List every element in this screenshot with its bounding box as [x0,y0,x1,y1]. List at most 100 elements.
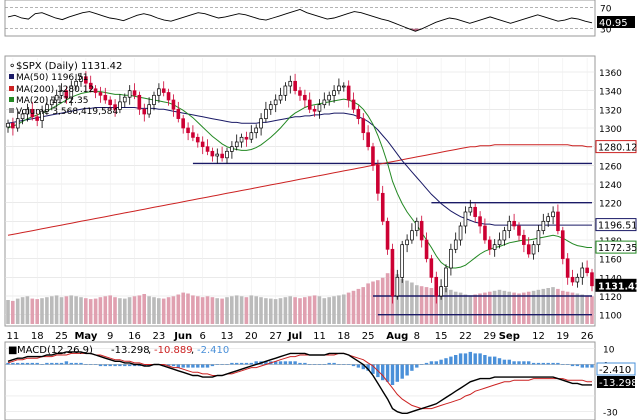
candle-body [181,118,185,129]
macd-hist-bar [570,364,575,367]
candle-body [507,220,512,231]
macd-hist-bar [424,362,429,365]
volume-bar [191,295,195,324]
candle [278,87,283,104]
macd-hist-bar [84,364,88,365]
candle-body [30,108,35,118]
candle [79,72,83,87]
macd-hist-bar [191,364,195,368]
volume-bar [429,288,434,324]
candle [463,206,468,234]
candle-body [54,94,59,101]
candle-body [526,244,531,255]
volume-bar [161,298,166,324]
candle-body [439,286,443,297]
candle [176,101,181,123]
candle-body [200,141,205,148]
candle [575,273,580,288]
macd-hist-bar [166,364,171,367]
volume-bar [517,293,521,324]
candle [541,213,546,235]
candle-body [405,239,409,246]
volume-bar [259,297,263,324]
rsi-tick-label: 30 [600,26,612,36]
volume-bar [463,294,468,324]
macd-hist-badge-label: -2.410 [599,365,631,376]
macd-hist-bar [132,364,137,367]
candle [507,215,512,239]
price-panel: 1100112011401160118012001220124012601280… [4,55,640,327]
candle-body [288,80,293,87]
volume-bar [20,297,25,324]
price-tick-label: 1360 [599,69,622,79]
x-tick-label: Aug [386,331,408,342]
macd-hist-bar [40,364,44,365]
macd-hist-bar [225,364,229,365]
price-tick-label: 1300 [599,125,622,135]
x-tick-label: May [74,331,97,342]
candle-body [410,230,414,241]
candle-body [191,132,195,138]
volume-bar [137,295,142,324]
volume-bar [561,290,565,324]
candle [468,199,473,216]
volume-bar [25,296,30,324]
candle-body [536,230,541,246]
candle [317,99,322,119]
macd-hist-bar [74,362,78,365]
candle-body [522,234,526,245]
macd-hist-bar [303,362,307,365]
candle-body [166,92,171,101]
macd-hist-bar [205,364,210,368]
candle [181,114,185,134]
candle-body [186,127,190,134]
volume-bar [556,288,560,324]
candle [268,100,273,115]
macd-hist-bar [16,362,20,365]
candle-body [25,108,30,115]
candle-body [249,132,254,140]
macd-line [7,351,592,414]
candle-body [590,272,594,287]
macd-hist-bar [439,359,443,365]
candle [483,218,487,244]
candle [390,243,395,304]
volume-bar [200,297,205,324]
price-title: $SPX (Daily) 1131.42 [16,61,122,72]
price-badge-label: 1280.12 [598,143,637,154]
macd-value: -13.298 [111,345,150,356]
macd-hist-bar [327,362,331,365]
legend-ma50-swatch [9,74,14,79]
macd-hist-bar [507,359,511,365]
macd-hist-bar [458,353,463,365]
volume-bar [176,294,181,324]
macd-hist-bar [361,364,365,370]
volume-bar [473,294,477,324]
volume-bar [502,290,507,324]
candle-body [376,164,380,194]
volume-bar [196,296,200,324]
volume-bar [84,298,88,324]
candle [312,105,317,117]
volume-bar [551,287,555,324]
macd-hist-bar [35,362,39,365]
x-tick-label: 22 [459,331,472,342]
candle [473,203,477,223]
macd-hist-bar [230,362,234,365]
candle-body [560,230,565,260]
macd-hist-bar [59,362,64,365]
macd-hist-bar [580,364,584,368]
macd-hist-bar [69,362,73,365]
price-badges: 1280.12 1196.51 1172.35 1131.42 [595,140,640,292]
volume-bar [449,289,453,324]
candle-body [84,76,88,84]
candle [234,134,239,151]
candle-body [346,85,351,101]
macd-hist-bar [317,364,322,365]
candle [118,94,122,114]
candle-body [69,85,74,99]
candle-body [478,216,482,227]
price-legend: ⚬ $SPX (Daily) 1131.42 MA(50) 1196.51 MA… [8,61,122,117]
candle-body [49,99,54,106]
macd-hist-bar [113,364,117,367]
